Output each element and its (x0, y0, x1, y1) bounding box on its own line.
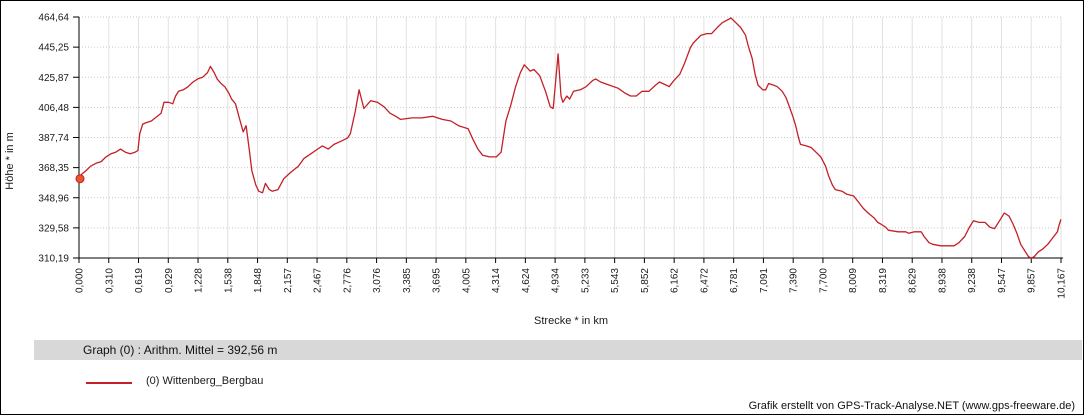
x-tick-label: 0,929 (164, 268, 175, 293)
x-tick-label: 8,319 (878, 268, 889, 293)
x-tick-label: 9,857 (1027, 268, 1038, 293)
x-tick-label: 1,538 (223, 268, 234, 293)
y-tick-label: 329,58 (38, 223, 69, 234)
x-tick-label: 1,848 (253, 268, 264, 293)
x-tick-label: 6,781 (729, 268, 740, 293)
footer-credit: Grafik erstellt von GPS-Track-Analyse.NE… (748, 400, 1075, 412)
legend-line-sample (86, 382, 132, 384)
x-tick-label: 7,700 (818, 268, 829, 293)
x-tick-label: 4,005 (461, 268, 472, 293)
x-tick-label: 0,619 (134, 268, 145, 293)
x-tick-label: 6,472 (699, 268, 710, 293)
x-tick-label: 3,385 (402, 268, 413, 293)
y-tick-label: 348,96 (38, 193, 69, 204)
x-tick-label: 8,629 (908, 268, 919, 293)
x-tick-label: 5,543 (610, 268, 621, 293)
x-tick-label: 4,934 (551, 268, 562, 293)
track-start-marker (75, 174, 85, 184)
x-axis-title: Strecke * in km (534, 315, 608, 327)
legend: (0) Wittenberg_Bergbau (1, 373, 1083, 391)
y-tick-label: 425,87 (38, 73, 69, 84)
y-tick-label: 406,48 (38, 103, 69, 114)
x-tick-label: 7,390 (789, 268, 800, 293)
x-tick-label: 9,238 (967, 268, 978, 293)
x-tick-label: 4,314 (491, 268, 502, 293)
x-tick-label: 0,310 (104, 268, 115, 293)
y-axis-title: Höhe * in m (4, 132, 16, 190)
y-tick-label: 368,35 (38, 163, 69, 174)
x-tick-label: 5,233 (580, 268, 591, 293)
x-tick-label: 0,000 (75, 268, 86, 293)
stats-bar: Graph (0) : Arithm. Mittel = 392,56 m (34, 340, 1082, 360)
x-tick-label: 10,167 (1057, 268, 1068, 299)
elevation-profile-chart: 464,64 445,25 425,87 406,48 387,74 368,35 348,… (38, 13, 1068, 299)
y-tick-label: 445,25 (38, 43, 69, 54)
y-tick-label: 310,19 (38, 254, 69, 265)
x-tick-label: 8,938 (937, 268, 948, 293)
x-tick-label: 4,624 (521, 268, 532, 293)
y-tick-label: 387,74 (38, 133, 69, 144)
x-tick-label: 1,228 (194, 268, 205, 293)
legend-label: (0) Wittenberg_Bergbau (146, 375, 264, 387)
x-tick-label: 9,547 (997, 268, 1008, 293)
stats-text: Graph (0) : Arithm. Mittel = 392,56 m (83, 343, 278, 357)
y-tick-label: 464,64 (38, 13, 69, 24)
x-tick-label: 7,091 (759, 268, 770, 293)
x-tick-label: 3,695 (432, 268, 443, 293)
x-tick-label: 2,467 (313, 268, 324, 293)
x-tick-label: 5,852 (640, 268, 651, 293)
elevation-profile-line (78, 17, 1062, 259)
x-tick-label: 2,776 (342, 268, 353, 293)
x-tick-label: 2,157 (283, 268, 294, 293)
x-tick-label: 8,009 (848, 268, 859, 293)
x-tick-label: 6,162 (670, 268, 681, 293)
x-tick-label: 3,076 (372, 268, 383, 293)
